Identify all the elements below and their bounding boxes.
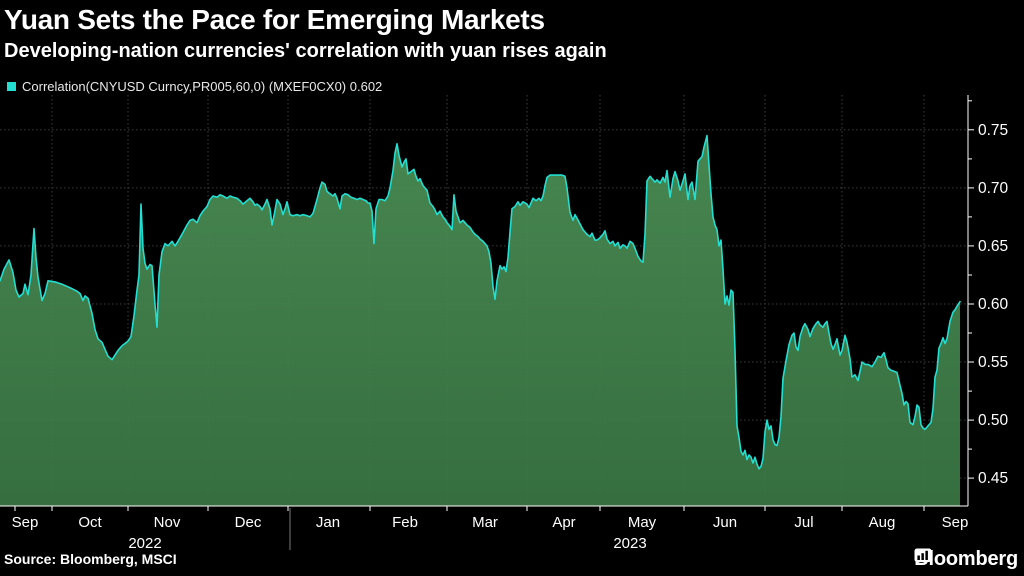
x-year-label: 2022 xyxy=(128,535,161,552)
legend-label: Correlation(CNYUSD Curncy,PR005,60,0) (M… xyxy=(22,79,383,94)
x-month-label: Mar xyxy=(472,514,498,531)
x-month-label: Dec xyxy=(235,514,262,531)
x-month-label: Jun xyxy=(713,514,737,531)
legend: Correlation(CNYUSD Curncy,PR005,60,0) (M… xyxy=(7,79,382,94)
y-tick-label: 0.70 xyxy=(978,180,1009,197)
x-month-label: Jan xyxy=(316,514,340,531)
x-month-label: May xyxy=(628,514,657,531)
page-subtitle: Developing-nation currencies' correlatio… xyxy=(4,40,607,62)
x-year-label: 2023 xyxy=(613,535,646,552)
page-title: Yuan Sets the Pace for Emerging Markets xyxy=(4,4,545,35)
bloomberg-wordmark: Bloomberg xyxy=(914,548,1018,570)
y-tick-label: 0.50 xyxy=(978,412,1009,429)
legend-swatch-icon xyxy=(7,82,16,91)
x-month-label: Oct xyxy=(78,514,102,531)
x-month-label: Jul xyxy=(794,514,813,531)
x-month-label: Sep xyxy=(942,514,969,531)
x-month-label: Apr xyxy=(552,514,575,531)
y-tick-label: 0.60 xyxy=(978,296,1009,313)
correlation-line xyxy=(0,134,961,470)
x-month-label: Sep xyxy=(12,514,39,531)
x-month-label: Nov xyxy=(154,514,181,531)
y-tick-label: 0.55 xyxy=(978,354,1008,371)
y-tick-label: 0.45 xyxy=(978,470,1008,487)
correlation-area-fill xyxy=(0,135,960,506)
y-tick-label: 0.75 xyxy=(978,122,1008,139)
bloomberg-logo-icon xyxy=(914,548,932,564)
x-month-label: Feb xyxy=(392,514,418,531)
bloomberg-brand: Bloomberg xyxy=(914,548,1018,571)
source-note: Source: Bloomberg, MSCI xyxy=(4,551,177,567)
y-tick-label: 0.65 xyxy=(978,238,1008,255)
x-month-label: Aug xyxy=(869,514,896,531)
